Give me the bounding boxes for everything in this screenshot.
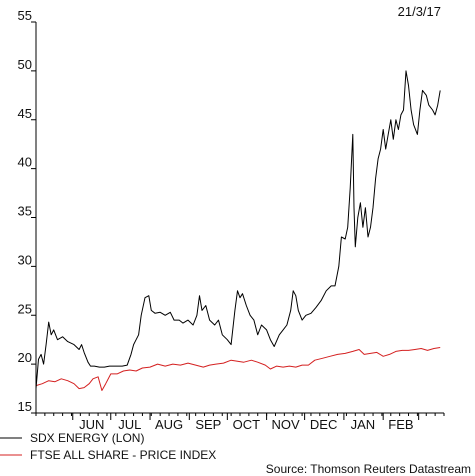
x-tick-label: JUN: [79, 417, 104, 432]
y-tick-label: 45: [18, 106, 32, 121]
y-tick-label: 30: [18, 252, 32, 267]
sdx-energy-line: [35, 70, 441, 389]
x-tick-label: NOV: [272, 417, 301, 432]
series-layer: [35, 70, 441, 391]
y-tick-label: 35: [18, 204, 32, 219]
legend: SDX ENERGY (LON) FTSE ALL SHARE - PRICE …: [0, 431, 216, 462]
x-tick-label: DEC: [310, 417, 337, 432]
x-tick-label: SEP: [195, 417, 221, 432]
date-label: 21/3/17: [398, 4, 441, 19]
legend-label-ftse: FTSE ALL SHARE - PRICE INDEX: [30, 448, 216, 462]
y-tick-label: 40: [18, 155, 32, 170]
source-note: Source: Thomson Reuters Datastream: [266, 462, 471, 476]
x-tick-label: FEB: [388, 417, 413, 432]
x-tick-label: AUG: [155, 417, 183, 432]
y-axis: 15 20 25 30 35 40 45 50 55: [18, 8, 37, 414]
y-tick-label: 50: [18, 57, 32, 72]
x-tick-label: OCT: [233, 417, 261, 432]
y-tick-label: 25: [18, 301, 32, 316]
y-tick-label: 55: [18, 8, 32, 23]
y-tick-label: 15: [18, 399, 32, 414]
ftse-all-share-line: [35, 347, 441, 391]
x-axis: JUN JUL AUG SEP OCT NOV DEC JAN FEB: [35, 412, 445, 432]
y-tick-label: 20: [18, 350, 32, 365]
legend-label-sdx: SDX ENERGY (LON): [30, 431, 144, 445]
x-tick-label: JAN: [351, 417, 376, 432]
x-tick-label: JUL: [118, 417, 141, 432]
